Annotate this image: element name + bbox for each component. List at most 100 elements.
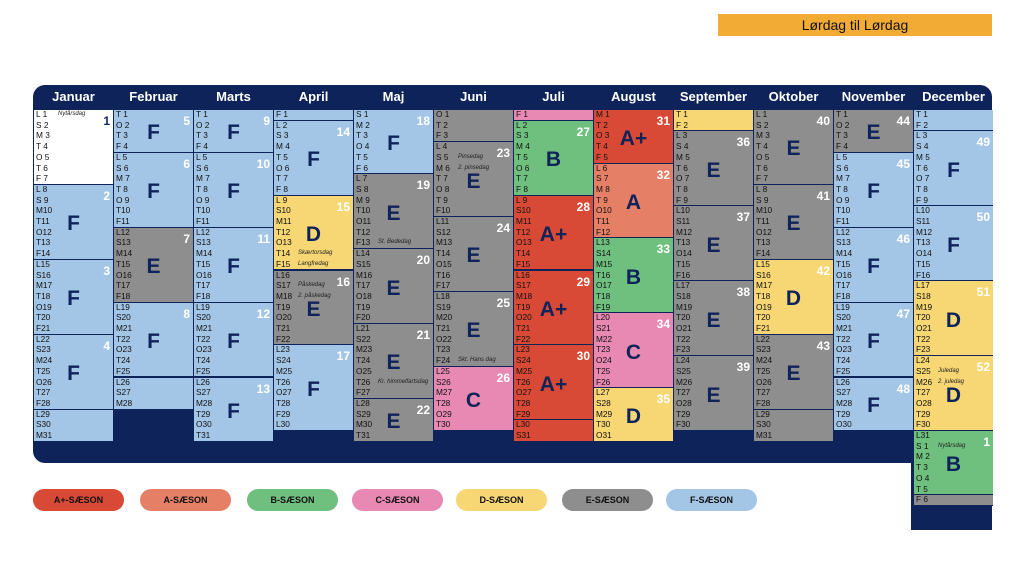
season-block: F 48 (834, 377, 913, 431)
day-cell: F 7 (756, 173, 768, 184)
day-cell: M19 (916, 301, 933, 312)
day-cell: M 4 (516, 141, 530, 152)
day-cell: M11 (276, 216, 292, 226)
day-cell: S28 (596, 397, 611, 408)
month-header: September (679, 89, 748, 104)
season-block (34, 409, 113, 442)
week-number: 1 (103, 114, 110, 128)
day-cell: O21 (916, 323, 932, 333)
day-cell: T 7 (276, 173, 288, 184)
day-cell: T27 (756, 387, 771, 398)
day-cell: F22 (516, 333, 531, 344)
season-label: E (466, 319, 481, 343)
day-cell: T 8 (196, 183, 208, 194)
day-cell: T13 (36, 237, 51, 248)
week-number: 30 (576, 349, 590, 364)
day-cell: T28 (436, 397, 451, 408)
day-cell: L 2 (276, 119, 288, 130)
week-number: 15 (336, 199, 350, 214)
season-label: E (306, 297, 321, 321)
day-cell: M 8 (596, 183, 610, 194)
season-block: D 35 (594, 388, 673, 442)
day-cell: T 6 (36, 162, 48, 173)
day-cell: T 1 (916, 109, 928, 119)
day-cell: O18 (356, 290, 372, 301)
day-cell: T 3 (356, 130, 368, 141)
day-cell: O27 (516, 387, 532, 398)
day-cell: L30 (516, 419, 530, 430)
week-number: 50 (976, 210, 990, 225)
week-number: 33 (656, 242, 670, 257)
day-cell: O30 (196, 419, 212, 430)
legend-item: A-SÆSON (140, 489, 231, 511)
day-cell: L10 (676, 205, 690, 216)
week-number: 9 (263, 114, 270, 128)
season-label: E (706, 383, 721, 407)
season-block: F 10 (194, 152, 273, 228)
day-cell: T10 (116, 205, 131, 216)
day-cell: T17 (116, 280, 131, 291)
day-cell: T20 (36, 312, 51, 323)
season-block: F 46 (834, 227, 913, 303)
day-cell: T 6 (916, 162, 928, 173)
day-cell: L28 (356, 397, 370, 408)
season-label: F (227, 180, 240, 204)
day-cell: O 7 (916, 173, 930, 184)
day-cell: T29 (916, 408, 931, 419)
day-cell: F18 (116, 290, 131, 301)
season-block: B 27 (514, 120, 593, 196)
day-cell: S29 (356, 408, 371, 419)
week-number: 23 (496, 146, 510, 161)
day-cell: O 2 (836, 119, 850, 130)
season-label: A (625, 190, 642, 214)
week-number: 20 (416, 253, 430, 268)
day-cell: L 5 (116, 151, 128, 162)
season-block: B 33 (594, 238, 673, 314)
week-number: 2 (103, 188, 110, 203)
day-cell: M24 (756, 355, 773, 366)
day-cell: F27 (356, 387, 371, 398)
day-cell: T 8 (676, 183, 688, 194)
day-cell: M18 (516, 290, 533, 301)
day-cell: M 9 (356, 194, 370, 205)
day-cell: T29 (196, 408, 211, 419)
season-label: F (227, 121, 240, 145)
season-label: C (625, 340, 642, 364)
week-number: 18 (416, 114, 430, 128)
holiday-label: Skærtorsdag (298, 250, 333, 257)
day-cell: T21 (516, 323, 531, 333)
season-block: D 42 (754, 259, 833, 335)
day-cell: T 4 (756, 141, 768, 152)
day-cell: T 1 (836, 109, 848, 119)
day-cell: T19 (356, 301, 371, 312)
day-cell: F25 (116, 365, 131, 376)
week-number: 39 (736, 360, 750, 375)
day-cell: T 3 (916, 462, 928, 473)
day-cell: S 4 (916, 141, 929, 152)
day-cell: L21 (356, 323, 370, 333)
day-cell: F10 (436, 205, 451, 216)
day-cell: S20 (116, 312, 131, 323)
season-label: F (947, 158, 960, 182)
season-label: F (867, 255, 880, 279)
day-cell: F18 (836, 290, 851, 301)
season-label: D (945, 383, 962, 407)
day-cell: O28 (916, 397, 932, 408)
day-cell: F16 (916, 269, 931, 280)
day-cell: O 7 (676, 173, 690, 184)
week-number: 40 (816, 114, 830, 128)
day-cell: M22 (596, 333, 613, 344)
day-cell: T 3 (116, 130, 128, 141)
season-block (514, 110, 593, 121)
day-cell: L 9 (516, 194, 528, 205)
day-cell: O 5 (36, 151, 50, 162)
season-block (674, 110, 753, 132)
holiday-label: 2. juledag (938, 378, 965, 385)
season-label: F (67, 287, 80, 311)
day-cell: L 9 (276, 194, 288, 205)
week-number: 44 (896, 114, 910, 128)
day-cell: T 5 (516, 151, 528, 162)
day-cell: O 8 (436, 183, 450, 194)
